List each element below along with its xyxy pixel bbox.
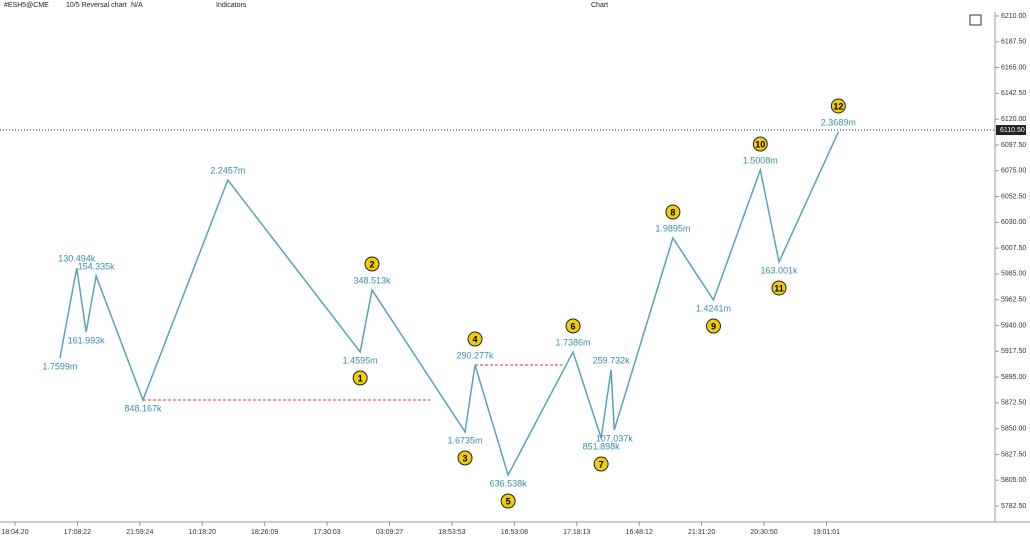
volume-label: 154.335k xyxy=(78,261,116,271)
y-tick-label: 5895.00 xyxy=(1001,374,1026,381)
volume-label: 1.4595m xyxy=(343,355,378,365)
y-tick-label: 5962.50 xyxy=(1001,297,1026,304)
x-tick-label: 17:08:22 xyxy=(64,529,91,536)
wave-number: 5 xyxy=(506,496,511,506)
wave-marker xyxy=(500,493,516,509)
x-tick-label: 17:30:03 xyxy=(313,529,340,536)
wave-marker xyxy=(665,204,681,220)
wave-marker xyxy=(352,370,368,386)
volume-label: 636.538k xyxy=(490,478,528,488)
symbol[interactable]: #ESH5@CME xyxy=(4,2,49,9)
wave-number: 11 xyxy=(774,283,784,293)
wave-marker xyxy=(752,136,768,152)
wave-marker xyxy=(593,456,609,472)
y-tick-label: 5917.50 xyxy=(1001,348,1026,355)
wave-number: 8 xyxy=(670,207,675,217)
x-tick-label: 17:18:13 xyxy=(563,529,590,536)
wave-marker xyxy=(771,280,787,296)
wave-number: 3 xyxy=(463,453,468,463)
volume-label: 2.3689m xyxy=(821,117,856,127)
wave-marker xyxy=(457,450,473,466)
wave-number: 12 xyxy=(833,101,843,111)
volume-label: 348.513k xyxy=(354,275,392,285)
wave-marker xyxy=(467,331,483,347)
volume-label: 2.2457m xyxy=(210,165,245,175)
y-tick-label: 5940.00 xyxy=(1001,322,1026,329)
chart-type[interactable]: 10/5 Reversal chart xyxy=(66,2,127,9)
y-tick-label: 5872.50 xyxy=(1001,400,1026,407)
y-tick-label: 6007.50 xyxy=(1001,245,1026,252)
x-tick-label: 18:26:09 xyxy=(251,529,278,536)
wave-marker xyxy=(705,318,721,334)
x-tick-label: 19:01:01 xyxy=(813,529,840,536)
wave-number: 4 xyxy=(473,334,478,344)
x-tick-label: 21:31:20 xyxy=(688,529,715,536)
x-tick-label: 18:53:53 xyxy=(438,529,465,536)
volume-label: 163.001k xyxy=(760,265,798,275)
indicators-button[interactable]: Indicators xyxy=(216,2,247,9)
volume-label: 107.037k xyxy=(596,433,634,443)
volume-label: 161.993k xyxy=(68,335,106,345)
x-tick-label: 16:48:12 xyxy=(626,529,653,536)
y-tick-label: 6210.00 xyxy=(1001,13,1026,20)
wave-marker xyxy=(364,256,380,272)
volume-label: 290.277k xyxy=(457,350,495,360)
last-price-label: 6110.50 xyxy=(1000,127,1025,134)
volume-label: 1.5008m xyxy=(743,155,778,165)
data-source[interactable]: N/A xyxy=(131,2,143,9)
y-tick-label: 6165.00 xyxy=(1001,64,1026,71)
volume-label: 130.494k xyxy=(58,253,96,263)
y-tick-label: 6187.50 xyxy=(1001,39,1026,46)
y-tick-label: 5827.50 xyxy=(1001,451,1026,458)
y-tick-label: 5985.00 xyxy=(1001,271,1026,278)
y-tick-label: 6097.50 xyxy=(1001,142,1026,149)
y-tick-label: 5850.00 xyxy=(1001,425,1026,432)
x-tick-label: 10:18:20 xyxy=(189,529,216,536)
x-tick-label: 21:59:24 xyxy=(126,529,153,536)
y-tick-label: 6142.50 xyxy=(1001,90,1026,97)
volume-label: 1.6735m xyxy=(448,435,483,445)
volume-label: 1.7386m xyxy=(556,337,591,347)
volume-label: 1.9895m xyxy=(655,223,690,233)
zigzag-line xyxy=(59,131,840,478)
wave-number: 1 xyxy=(358,373,363,383)
volume-label: 851.898k xyxy=(583,441,621,451)
volume-label: 1.7599m xyxy=(42,361,77,371)
wave-marker xyxy=(565,318,581,334)
volume-label: 1.4241m xyxy=(696,303,731,313)
y-tick-label: 6075.00 xyxy=(1001,168,1026,175)
y-tick-label: 6052.50 xyxy=(1001,193,1026,200)
wave-number: 7 xyxy=(599,459,604,469)
x-tick-label: 20:30:50 xyxy=(750,529,777,536)
x-tick-label: 03:09:27 xyxy=(376,529,403,536)
y-tick-label: 5805.00 xyxy=(1001,477,1026,484)
toolbar: #ESH5@CME 10/5 Reversal chart N/A Indica… xyxy=(0,0,1030,12)
y-tick-label: 6120.00 xyxy=(1001,116,1026,123)
scroll-button[interactable] xyxy=(969,14,982,26)
last-price-box xyxy=(996,125,1026,136)
y-tick-label: 6030.00 xyxy=(1001,219,1026,226)
window-title: Chart xyxy=(591,2,609,9)
wave-number: 6 xyxy=(571,321,576,331)
x-tick-label: 18:04:20 xyxy=(1,529,28,536)
chart: 6210.00 6187.50 6165.00 6142.50 6120.00 6097.… xyxy=(0,12,1030,536)
wave-number: 2 xyxy=(370,259,375,269)
wave-number: 10 xyxy=(755,139,765,149)
y-tick-label: 5782.50 xyxy=(1001,503,1026,510)
volume-label: 259.732k xyxy=(593,355,631,365)
wave-marker xyxy=(830,98,846,114)
wave-number: 9 xyxy=(711,321,716,331)
volume-label: 848.167k xyxy=(124,403,162,413)
x-tick-label: 16:53:08 xyxy=(501,529,528,536)
